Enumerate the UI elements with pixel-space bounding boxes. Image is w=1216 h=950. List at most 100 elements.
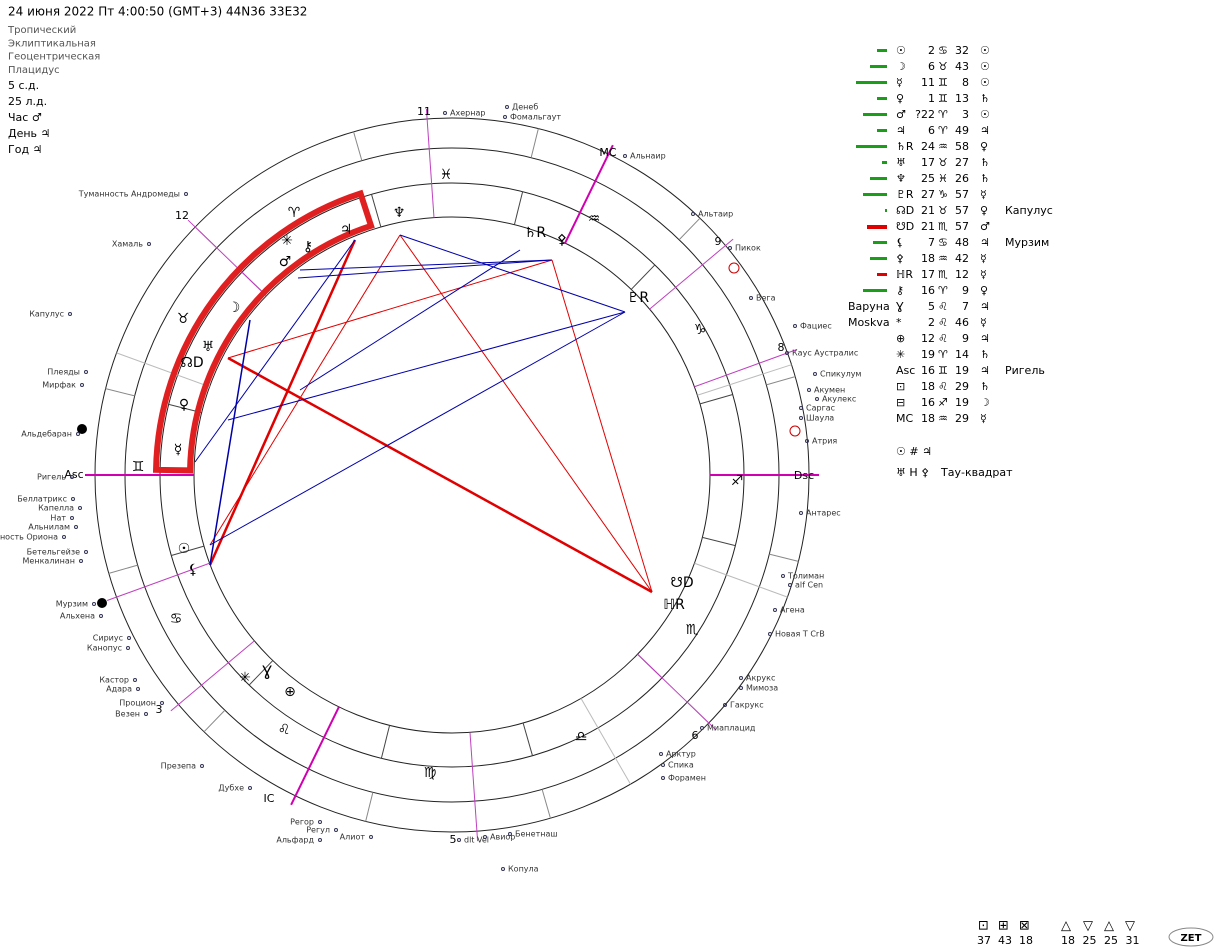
row-minute: 3 — [962, 108, 969, 121]
row-ruler: ♀ — [980, 140, 988, 153]
degree-tick — [530, 128, 539, 158]
degree-tick — [108, 564, 138, 574]
setting: Плацидус — [8, 65, 60, 76]
star-label: Нат — [50, 514, 66, 523]
star-marker — [508, 832, 512, 836]
star-label: Мурзим — [56, 600, 88, 609]
info: День ♃ — [8, 127, 50, 140]
star-label: Акулекс — [822, 395, 856, 404]
row-minute: 9 — [962, 332, 969, 345]
star-marker — [799, 406, 803, 410]
degree-tick — [769, 553, 799, 562]
row-minute: 9 — [962, 284, 969, 297]
star-label: Агена — [780, 606, 805, 615]
row-degree: 7 — [928, 236, 935, 249]
house-cusp — [106, 562, 210, 601]
star-label: Хамаль — [112, 240, 143, 249]
planet-glyph: ♇R — [627, 290, 650, 306]
star-label: Форамен — [668, 774, 706, 783]
setting: Эклиптикальная — [8, 38, 96, 49]
planet-glyph: ✳ — [239, 670, 251, 686]
row-ruler: ♄ — [980, 92, 990, 105]
star-label: Альфард — [276, 836, 314, 845]
row-sign: ♏ — [938, 220, 948, 233]
row-glyph: ⚷ — [896, 284, 904, 297]
sign-boundary — [248, 660, 274, 686]
star-marker — [76, 432, 80, 436]
star-marker — [78, 506, 82, 510]
star-marker — [133, 678, 137, 682]
row-ruler: ☉ — [980, 60, 990, 73]
row-degree: 18 — [921, 252, 935, 265]
house-cusp — [564, 144, 614, 244]
star-marker — [68, 312, 72, 316]
svg-text:▽: ▽ — [1083, 919, 1093, 934]
degree-tick — [203, 709, 226, 733]
house-cusp — [170, 640, 255, 712]
star-marker — [127, 636, 131, 640]
row-minute: 19 — [955, 396, 969, 409]
star-label: Денеб — [512, 103, 538, 112]
star-label: Мимоза — [746, 684, 778, 693]
svg-text:⊠: ⊠ — [1019, 919, 1030, 934]
row-minute: 49 — [955, 124, 969, 137]
house-cusp — [187, 219, 267, 297]
house-label: Dsc — [794, 469, 814, 482]
star-marker — [62, 535, 66, 539]
row-degree: 17 — [921, 156, 935, 169]
info: Год ♃ — [8, 143, 42, 156]
logo: ZET — [1181, 933, 1202, 944]
row-glyph: Ɣ — [896, 300, 904, 313]
house-cusp — [290, 706, 340, 806]
footer-count: 18 — [1019, 934, 1033, 947]
zodiac-sign: ♊ — [132, 459, 145, 475]
planet-glyph: Ɣ — [262, 664, 272, 680]
star-label: Капелла — [38, 504, 74, 513]
footer-count: 43 — [998, 934, 1012, 947]
zodiac-sign: ♓ — [440, 167, 453, 183]
planet-glyph: ☿ — [174, 442, 183, 458]
row-ruler: ♃ — [980, 236, 990, 249]
row-sign: ♒ — [938, 252, 948, 265]
row-glyph: ♃ — [896, 124, 906, 137]
star-label: Регул — [306, 826, 330, 835]
star-marker — [79, 559, 83, 563]
sign-boundary — [630, 264, 656, 290]
row-minute: 57 — [955, 204, 969, 217]
row-ruler: ♀ — [980, 284, 988, 297]
house-label: MC — [599, 146, 616, 159]
star-marker — [457, 838, 461, 842]
star-marker — [793, 324, 797, 328]
star-label: Саргас — [806, 404, 835, 413]
row-glyph: ♆ — [896, 172, 906, 185]
row-sign: ♈ — [938, 124, 948, 137]
star-marker — [80, 383, 84, 387]
star-marker — [815, 397, 819, 401]
row-sign: ♈ — [938, 108, 948, 121]
note-symbols: ☉ # ♃ — [896, 445, 932, 458]
star-label: Бетельгейзе — [27, 548, 80, 557]
row-ruler: ☉ — [980, 44, 990, 57]
row-ruler: ☿ — [980, 268, 987, 281]
row-sign: ♓ — [938, 172, 948, 185]
planet-glyph: ⚸ — [188, 562, 198, 578]
row-glyph: ☋D — [896, 220, 914, 233]
star-marker — [788, 583, 792, 587]
header: 24 июня 2022 Пт 4:00:50 (GMT+3) 44N36 33… — [8, 5, 307, 19]
row-minute: 58 — [955, 140, 969, 153]
row-sign: ♉ — [938, 60, 948, 73]
row-minute: 57 — [955, 220, 969, 233]
row-degree: 17 — [921, 268, 935, 281]
row-minute: 8 — [962, 76, 969, 89]
row-minute: 48 — [955, 236, 969, 249]
row-minute: 46 — [955, 316, 969, 329]
row-glyph: ✳ — [896, 348, 905, 361]
row-glyph: * — [896, 316, 902, 329]
row-glyph: MC — [896, 412, 913, 425]
info: 5 с.д. — [8, 79, 39, 92]
row-glyph: ♀ — [896, 92, 904, 105]
zodiac-sign: ♒ — [588, 211, 601, 227]
planet-glyph: ⚷ — [303, 239, 313, 255]
row-degree: 21 — [921, 204, 935, 217]
row-degree: 27 — [921, 188, 935, 201]
